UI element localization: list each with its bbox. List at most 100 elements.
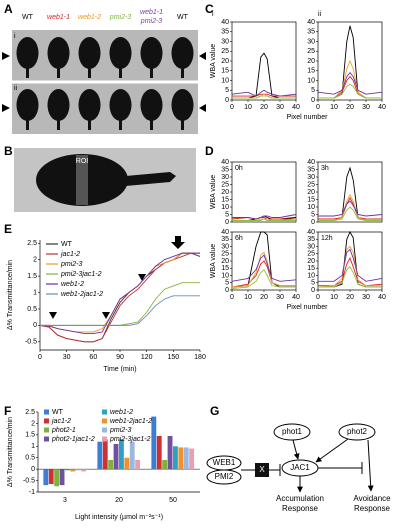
y-axis-label: WBA value xyxy=(210,175,217,209)
bar xyxy=(81,469,87,472)
line xyxy=(231,268,296,289)
bar xyxy=(113,444,119,470)
line xyxy=(232,52,296,99)
y-tick-label: 5 xyxy=(311,280,315,287)
bar xyxy=(70,469,76,472)
light-marker xyxy=(49,312,57,319)
bar xyxy=(129,441,135,470)
arrowhead xyxy=(2,52,10,60)
node-label: X xyxy=(259,465,265,474)
x-tick-label: 0 xyxy=(38,354,42,361)
line xyxy=(318,197,382,220)
bar xyxy=(124,457,130,470)
legend-label: web1-2 xyxy=(61,281,84,288)
x-tick-label: 0 xyxy=(316,294,320,301)
y-tick-label: 35 xyxy=(221,29,229,36)
x-tick-label: 30 xyxy=(362,294,370,301)
leaf xyxy=(78,89,101,121)
y-tick-label: 30 xyxy=(307,38,315,45)
roi-box xyxy=(76,155,88,205)
y-tick-label: 40 xyxy=(221,229,229,236)
leaf-stalk xyxy=(181,68,184,78)
y-tick-label: 1.5 xyxy=(27,273,37,280)
line xyxy=(231,89,297,97)
y-tick-label: 10 xyxy=(221,204,229,211)
line xyxy=(40,295,200,326)
y-axis-label: Δ% Transmittance/min xyxy=(7,417,14,487)
x-tick-label: 10 xyxy=(244,104,252,111)
x-tick-label: 0 xyxy=(230,294,234,301)
x-axis-label: Pixel number xyxy=(287,114,329,121)
line xyxy=(231,251,296,288)
y-tick-label: 0 xyxy=(33,322,37,329)
y-tick-label: 35 xyxy=(307,166,315,173)
x-tick-label: 10 xyxy=(330,294,338,301)
leaf-stalk xyxy=(150,120,153,130)
line xyxy=(318,194,382,221)
line xyxy=(40,282,200,326)
legend-label: WT xyxy=(52,409,64,416)
y-tick-label: 15 xyxy=(221,68,229,75)
leaf-stalk xyxy=(57,68,60,78)
bar xyxy=(156,436,162,470)
panel-label: A xyxy=(4,2,13,16)
y-tick-label: 25 xyxy=(307,181,315,188)
column-label: WT xyxy=(22,14,34,21)
y-tick-label: 15 xyxy=(221,196,229,203)
x-tick-label: 10 xyxy=(330,104,338,111)
chart-title: i xyxy=(212,11,214,18)
y-tick-label: 40 xyxy=(307,229,315,236)
line xyxy=(318,206,382,221)
legend-label: jac1-2 xyxy=(51,418,71,425)
legend-swatch xyxy=(44,418,49,424)
x-tick-label: 20 xyxy=(260,104,268,111)
legend-swatch xyxy=(102,436,107,442)
y-tick-label: 30 xyxy=(307,243,315,250)
line xyxy=(231,260,296,288)
y-tick-label: -0.5 xyxy=(25,339,37,346)
x-tick-label: 180 xyxy=(194,354,206,361)
chart-title: 0h xyxy=(235,165,243,172)
x-tick-label: 120 xyxy=(141,354,153,361)
line xyxy=(317,71,383,95)
y-tick-label: 2 xyxy=(33,257,37,264)
y-tick-label: 5 xyxy=(225,280,229,287)
line xyxy=(318,59,382,99)
x-tick-label: 40 xyxy=(292,294,300,301)
edge xyxy=(315,438,349,463)
bar xyxy=(135,460,141,470)
x-tick-label: 0 xyxy=(230,104,234,111)
y-tick-label: 20 xyxy=(221,58,229,65)
y-tick-label: 0 xyxy=(311,97,315,104)
bar xyxy=(183,447,189,470)
chart-title: 3h xyxy=(321,165,329,172)
y-tick-label: 0.5 xyxy=(27,306,37,313)
arrowhead xyxy=(2,104,10,112)
row-label: ii xyxy=(14,85,18,92)
column-label: pmi2-3 xyxy=(140,18,163,25)
column-label: pmi2-3 xyxy=(109,14,132,21)
line xyxy=(232,214,297,220)
pathway-diagram: phot1 phot2 WEB1 PMI2 X JAC1 Accumulatio… xyxy=(206,423,391,513)
arrowhead xyxy=(199,52,206,60)
y-tick-label: 15 xyxy=(307,196,315,203)
bar xyxy=(167,436,173,470)
node xyxy=(206,469,242,485)
y-tick-label: 2.5 xyxy=(27,240,37,247)
x-tick-label: 40 xyxy=(378,104,386,111)
legend-label: WT xyxy=(61,241,73,248)
y-tick-label: 1.5 xyxy=(25,432,35,439)
line xyxy=(318,248,383,282)
y-tick-label: -0.5 xyxy=(23,477,35,484)
light-marker xyxy=(102,312,110,319)
y-tick-label: 35 xyxy=(307,29,315,36)
bar xyxy=(102,439,108,470)
y-tick-label: 5 xyxy=(225,211,229,218)
legend-label: pmi2-3 xyxy=(60,261,83,268)
x-axis-label: Pixel number xyxy=(287,304,329,311)
leaf-stalk xyxy=(126,172,176,186)
legend-label: jac1-2 xyxy=(60,251,80,258)
bar xyxy=(75,469,81,471)
y-tick-label: 30 xyxy=(307,174,315,181)
x-tick-label: 40 xyxy=(292,104,300,111)
